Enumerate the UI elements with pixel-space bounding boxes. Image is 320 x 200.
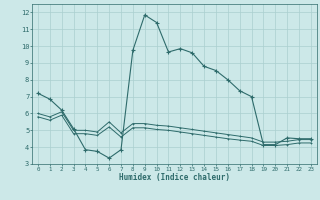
X-axis label: Humidex (Indice chaleur): Humidex (Indice chaleur) xyxy=(119,173,230,182)
